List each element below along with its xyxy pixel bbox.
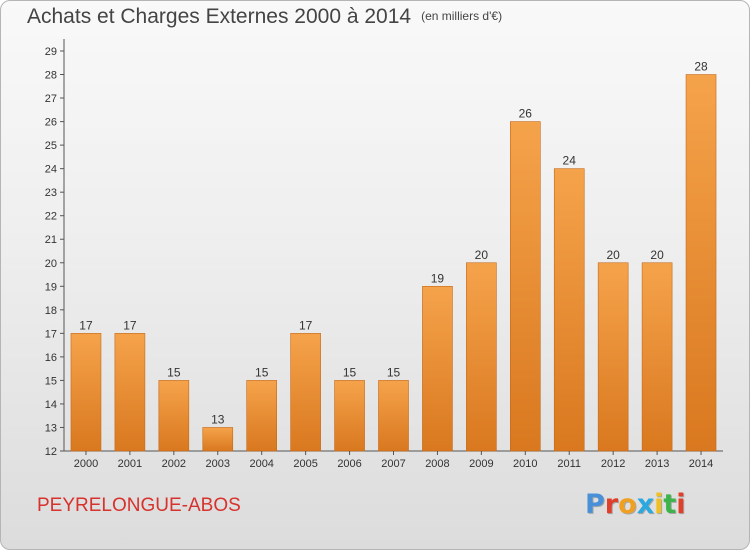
bar bbox=[334, 380, 365, 452]
x-tick-label: 2009 bbox=[469, 458, 493, 470]
bar bbox=[685, 74, 717, 452]
bar bbox=[70, 333, 102, 452]
x-tick-label: 2002 bbox=[162, 458, 186, 470]
chart-title: Achats et Charges Externes 2000 à 2014 (e… bbox=[27, 5, 502, 29]
bar bbox=[422, 285, 453, 452]
bar bbox=[290, 333, 321, 452]
bar-value-label: 15 bbox=[387, 365, 401, 379]
bar-value-label: 24 bbox=[563, 154, 577, 168]
bar-value-label: 15 bbox=[343, 365, 357, 379]
bar bbox=[509, 121, 541, 452]
bar-value-label: 13 bbox=[211, 412, 225, 426]
logo-letter: i bbox=[676, 489, 686, 520]
logo-letter: r bbox=[604, 489, 619, 520]
y-tick-label: 24 bbox=[45, 164, 57, 176]
x-tick-label: 2014 bbox=[689, 458, 713, 470]
x-tick-label: 2006 bbox=[337, 458, 361, 470]
x-tick-label: 2003 bbox=[206, 458, 230, 470]
place-name: PEYRELONGUE-ABOS bbox=[37, 495, 241, 516]
y-tick-label: 17 bbox=[45, 328, 57, 340]
bar bbox=[246, 380, 277, 452]
bar-value-label: 15 bbox=[167, 365, 181, 379]
bar bbox=[202, 427, 234, 452]
y-tick-label: 23 bbox=[45, 187, 57, 199]
y-tick-label: 12 bbox=[45, 446, 57, 458]
y-tick-label: 13 bbox=[45, 422, 57, 434]
logo-letter: x bbox=[636, 489, 655, 520]
x-tick-label: 2010 bbox=[513, 458, 537, 470]
x-tick-label: 2008 bbox=[425, 458, 449, 470]
bar-value-label: 17 bbox=[79, 318, 93, 332]
bar-value-label: 20 bbox=[606, 248, 620, 262]
bar bbox=[597, 262, 629, 452]
x-tick-label: 2011 bbox=[557, 458, 581, 470]
bar bbox=[114, 333, 146, 452]
x-tick-label: 2005 bbox=[293, 458, 317, 470]
bar bbox=[466, 262, 497, 452]
x-tick-label: 2013 bbox=[645, 458, 669, 470]
unit-note: (en milliers d'€) bbox=[421, 9, 503, 23]
y-tick-label: 16 bbox=[45, 352, 57, 364]
bar-value-label: 28 bbox=[694, 60, 708, 74]
x-tick-label: 2001 bbox=[118, 458, 142, 470]
bar-value-label: 26 bbox=[519, 107, 533, 121]
bar bbox=[641, 262, 673, 452]
logo-letter: i bbox=[654, 489, 664, 520]
title-text: Achats et Charges Externes 2000 à 2014 bbox=[27, 5, 412, 28]
x-tick-label: 2012 bbox=[601, 458, 625, 470]
y-tick-label: 28 bbox=[45, 70, 57, 82]
logo-letter: t bbox=[663, 489, 677, 520]
proxiti-logo: Proxiti bbox=[585, 489, 686, 520]
y-tick-label: 26 bbox=[45, 117, 57, 129]
logo-letter: P bbox=[585, 489, 605, 520]
bar-value-label: 20 bbox=[650, 248, 664, 262]
y-tick-label: 15 bbox=[45, 375, 57, 387]
logo-letter: o bbox=[618, 489, 637, 520]
bar bbox=[378, 380, 409, 452]
x-tick-label: 2007 bbox=[381, 458, 405, 470]
y-tick-label: 22 bbox=[45, 211, 57, 223]
y-tick-label: 29 bbox=[45, 46, 57, 58]
x-tick-label: 2000 bbox=[74, 458, 98, 470]
bar-value-label: 15 bbox=[255, 365, 269, 379]
x-tick-label: 2004 bbox=[249, 458, 273, 470]
bar-value-label: 17 bbox=[123, 318, 137, 332]
bar-value-label: 20 bbox=[475, 248, 489, 262]
bar-value-label: 19 bbox=[431, 271, 445, 285]
y-tick-label: 25 bbox=[45, 140, 57, 152]
y-tick-label: 27 bbox=[45, 93, 57, 105]
y-tick-label: 18 bbox=[45, 305, 57, 317]
bar bbox=[553, 168, 585, 452]
y-tick-label: 21 bbox=[45, 234, 57, 246]
bar-value-label: 17 bbox=[299, 318, 313, 332]
y-tick-label: 14 bbox=[45, 399, 57, 411]
bar bbox=[158, 380, 190, 452]
y-tick-label: 19 bbox=[45, 281, 57, 293]
y-tick-label: 20 bbox=[45, 258, 57, 270]
